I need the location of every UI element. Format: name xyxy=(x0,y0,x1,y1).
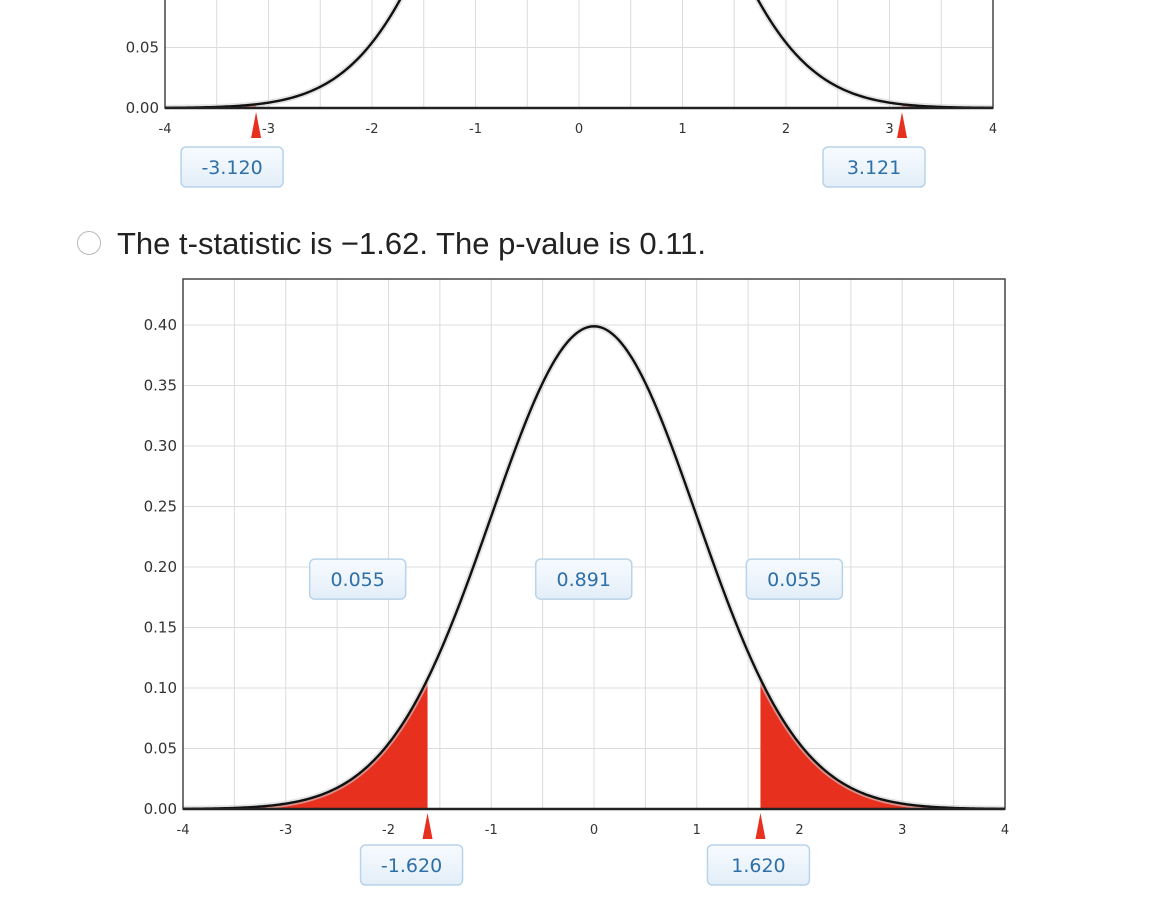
y-tick-label: 0.05 xyxy=(144,740,177,758)
critical-value-label: 3.121 xyxy=(822,146,926,188)
x-tick-label: 1 xyxy=(693,823,701,838)
critical-value-marker xyxy=(755,813,766,839)
x-tick-label: -2 xyxy=(382,823,395,838)
critical-value-marker xyxy=(251,112,262,138)
critical-value-label: -3.120 xyxy=(180,146,284,188)
critical-value-label: 1.620 xyxy=(706,844,811,886)
y-tick-label: 0.30 xyxy=(144,437,177,455)
x-tick-label: -1 xyxy=(485,823,498,838)
critical-value-marker xyxy=(422,813,433,839)
y-tick-label: 0.00 xyxy=(144,800,177,818)
y-tick-label: 0.35 xyxy=(144,377,177,395)
x-tick-label: -2 xyxy=(366,122,379,137)
y-tick-label: 0.25 xyxy=(144,498,177,516)
x-tick-label: 4 xyxy=(1001,823,1009,838)
x-tick-label: 2 xyxy=(795,823,803,838)
x-tick-label: 2 xyxy=(782,122,790,137)
x-tick-label: 0 xyxy=(575,122,583,137)
area-probability-label: 0.891 xyxy=(534,558,633,600)
area-probability-label-text: 0.055 xyxy=(330,569,384,591)
critical-value-label-text: -3.120 xyxy=(201,157,262,179)
critical-value-label: -1.620 xyxy=(359,844,464,886)
x-tick-label: -1 xyxy=(469,122,482,137)
x-tick-label: -4 xyxy=(159,122,172,137)
critical-value-label-text: 1.620 xyxy=(731,855,785,877)
critical-value-label-text: 3.121 xyxy=(847,157,901,179)
y-tick-label: 0.40 xyxy=(144,316,177,334)
area-probability-label: 0.055 xyxy=(745,558,844,600)
tail-area-right xyxy=(760,679,1005,809)
y-tick-label: 0.05 xyxy=(126,39,159,57)
x-tick-label: 4 xyxy=(989,122,997,137)
y-tick-label: 0.20 xyxy=(144,558,177,576)
area-probability-label-text: 0.891 xyxy=(557,569,611,591)
area-probability-label: 0.055 xyxy=(308,558,407,600)
critical-value-marker xyxy=(897,112,908,138)
area-probability-label-text: 0.055 xyxy=(767,569,821,591)
shaded-tails xyxy=(183,679,1005,809)
density-curve xyxy=(183,325,1005,810)
x-tick-label: 3 xyxy=(898,823,906,838)
answer-option-text: The t-statistic is −1.62. The p-value is… xyxy=(117,226,706,261)
top-t-distribution-chart: 0.00 0.05 -4 -3 -2 -1 0 1 2 3 4 -3.120 3.121 xyxy=(126,0,997,188)
answer-radio-button[interactable] xyxy=(77,231,101,255)
y-tick-label: 0.00 xyxy=(126,99,159,117)
x-tick-label: 0 xyxy=(590,823,598,838)
x-tick-label: -3 xyxy=(262,122,275,137)
critical-value-label-text: -1.620 xyxy=(381,855,442,877)
x-tick-label: 1 xyxy=(678,122,686,137)
y-tick-label: 0.15 xyxy=(144,619,177,637)
tail-area-left xyxy=(183,679,428,809)
y-tick-label: 0.10 xyxy=(144,679,177,697)
x-tick-label: 3 xyxy=(885,122,893,137)
x-tick-label: -3 xyxy=(279,823,292,838)
x-tick-label: -4 xyxy=(177,823,190,838)
density-curve xyxy=(165,0,993,109)
